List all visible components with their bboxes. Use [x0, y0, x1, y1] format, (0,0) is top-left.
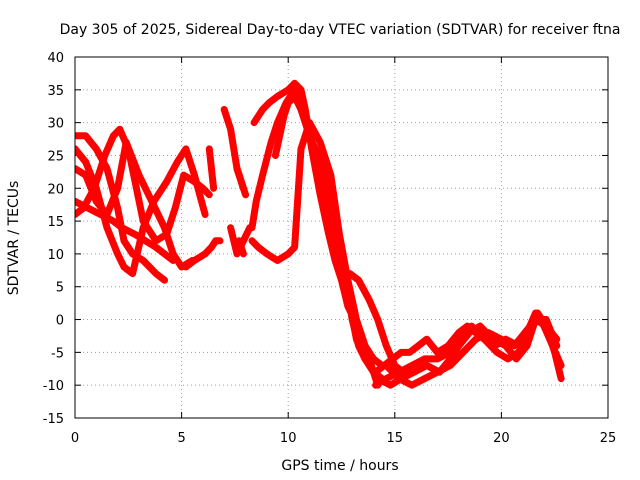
y-tick-label: 20: [47, 182, 64, 197]
x-tick-label: 25: [600, 431, 617, 446]
series-line-sat-n: [248, 119, 386, 369]
series-line-sat-k: [233, 165, 250, 199]
y-tick-label: 5: [56, 281, 64, 296]
x-tick-label: 10: [280, 431, 297, 446]
series-layer: [75, 79, 565, 389]
series-line-sat-p: [346, 270, 407, 376]
y-tick-label: 30: [47, 117, 64, 132]
chart-title: Day 305 of 2025, Sidereal Day-to-day VTE…: [60, 22, 621, 38]
series-line-sat-s: [374, 316, 561, 389]
series-line-sat-c: [75, 145, 209, 278]
y-tick-label: 10: [47, 248, 64, 263]
x-tick-label: 0: [71, 431, 79, 446]
tick-layer: 0 5 10 15 20 25 -15 -10 -5 0 5 10 15 20 25 30 35 40: [43, 51, 617, 446]
series-line-sat-d: [75, 138, 196, 271]
y-tick-label: 40: [47, 51, 64, 66]
x-tick-label: 15: [387, 431, 404, 446]
y-tick-label: 25: [47, 149, 64, 164]
y-tick-label: 0: [56, 314, 64, 329]
series-line-sat-i: [233, 237, 247, 258]
y-tick-label: 15: [47, 215, 64, 230]
series-line-sat-t: [382, 316, 561, 389]
y-tick-label: -15: [43, 412, 64, 427]
y-tick-label: -10: [43, 379, 64, 394]
y-tick-label: -5: [51, 346, 64, 361]
series-line-sat-o: [271, 92, 369, 363]
x-axis-label: GPS time / hours: [281, 458, 398, 474]
series-line-sat-g: [205, 145, 218, 192]
x-tick-label: 5: [177, 431, 185, 446]
y-axis-label: SDTVAR / TECUs: [6, 181, 22, 296]
series-line-sat-f: [182, 237, 224, 271]
plot-frame: [74, 56, 609, 419]
series-line-sat-e: [75, 197, 177, 264]
series-line-sat-r: [372, 309, 565, 389]
x-tick-label: 20: [493, 431, 510, 446]
y-tick-label: 35: [47, 84, 64, 99]
